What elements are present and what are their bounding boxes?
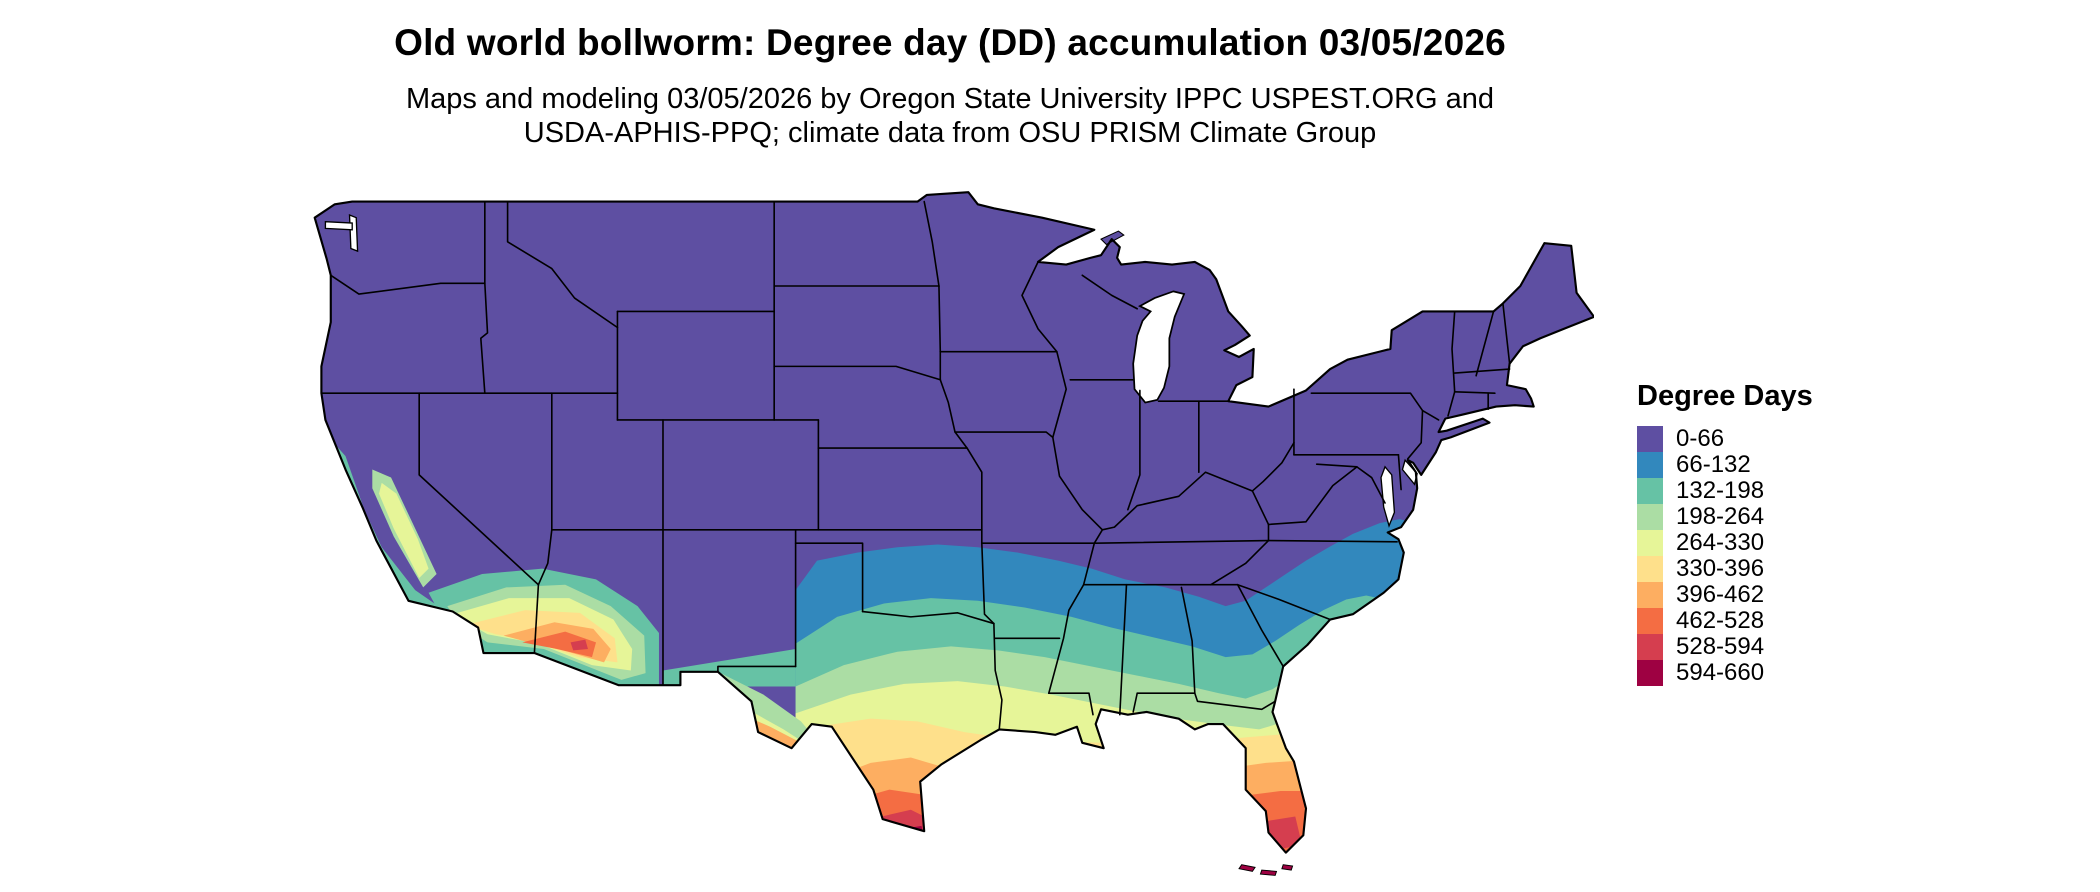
legend-item: 198-264	[1637, 503, 1813, 530]
legend-item-label: 528-594	[1676, 633, 1765, 660]
legend-swatch	[1637, 504, 1663, 530]
legend-title: Degree Days	[1637, 380, 1813, 412]
patch-wtx-green	[717, 671, 815, 751]
legend-swatch	[1637, 478, 1663, 504]
legend: Degree Days 0-66 66-132 132-198 198-264 264-…	[1637, 380, 1813, 686]
state-borders	[320, 200, 1511, 731]
legend-item-label: 66-132	[1676, 451, 1751, 478]
legend-swatch	[1637, 426, 1663, 452]
legend-item: 396-462	[1637, 581, 1813, 608]
patch-ca-valley-pale	[378, 482, 429, 579]
legend-swatch	[1637, 530, 1663, 556]
legend-item-label: 462-528	[1676, 607, 1765, 634]
legend-item-label: 396-462	[1676, 581, 1765, 608]
legend-swatch	[1637, 660, 1663, 686]
band-462-528-tx	[846, 789, 926, 853]
puget-sound	[348, 213, 359, 253]
subtitle-line-2: USDA-APHIS-PPQ; climate data from OSU PR…	[523, 117, 1377, 150]
strait-juan-de-fuca	[324, 220, 353, 231]
legend-item-label: 264-330	[1676, 529, 1765, 556]
subtitle: Maps and modeling 03/05/2026 by Oregon S…	[0, 82, 1900, 150]
patch-az-red	[570, 639, 588, 651]
legend-item-label: 198-264	[1676, 503, 1765, 530]
legend-item: 330-396	[1637, 555, 1813, 582]
legend-item: 66-132	[1637, 451, 1813, 478]
legend-item: 132-198	[1637, 477, 1813, 504]
degree-day-raster	[314, 192, 1594, 853]
florida-keys	[1238, 864, 1294, 876]
legend-swatch	[1637, 452, 1663, 478]
legend-item: 264-330	[1637, 529, 1813, 556]
legend-swatch	[1637, 556, 1663, 582]
legend-item: 0-66	[1637, 425, 1813, 452]
patch-socal-az-orange	[522, 631, 597, 658]
florida-keys-segment	[1259, 869, 1278, 876]
florida-keys-segment	[1281, 864, 1294, 871]
band-0-66	[314, 192, 1594, 853]
florida-keys-segment	[1238, 864, 1256, 872]
legend-item: 528-594	[1637, 633, 1813, 660]
us-coastline	[313, 191, 1594, 854]
legend-item-label: 330-396	[1676, 555, 1765, 582]
band-330-396-tx-la	[763, 718, 1112, 853]
chesapeake-bay	[1380, 465, 1396, 528]
legend-item: 594-660	[1637, 659, 1813, 686]
legend-item-label: 594-660	[1676, 659, 1765, 686]
legend-item-label: 132-198	[1676, 477, 1765, 504]
subtitle-line-1: Maps and modeling 03/05/2026 by Oregon S…	[405, 83, 1495, 115]
legend-swatch	[1637, 634, 1663, 660]
isle-royale	[1100, 230, 1125, 246]
legend-items: 0-66 66-132 132-198 198-264 264-330 330-396 39…	[1637, 425, 1813, 686]
legend-swatch	[1637, 608, 1663, 634]
legend-item: 462-528	[1637, 607, 1813, 634]
page-title: Old world bollworm: Degree day (DD) accu…	[394, 22, 1506, 63]
legend-swatch	[1637, 582, 1663, 608]
legend-item-label: 0-66	[1676, 425, 1725, 452]
us-degree-day-map	[313, 191, 1594, 876]
